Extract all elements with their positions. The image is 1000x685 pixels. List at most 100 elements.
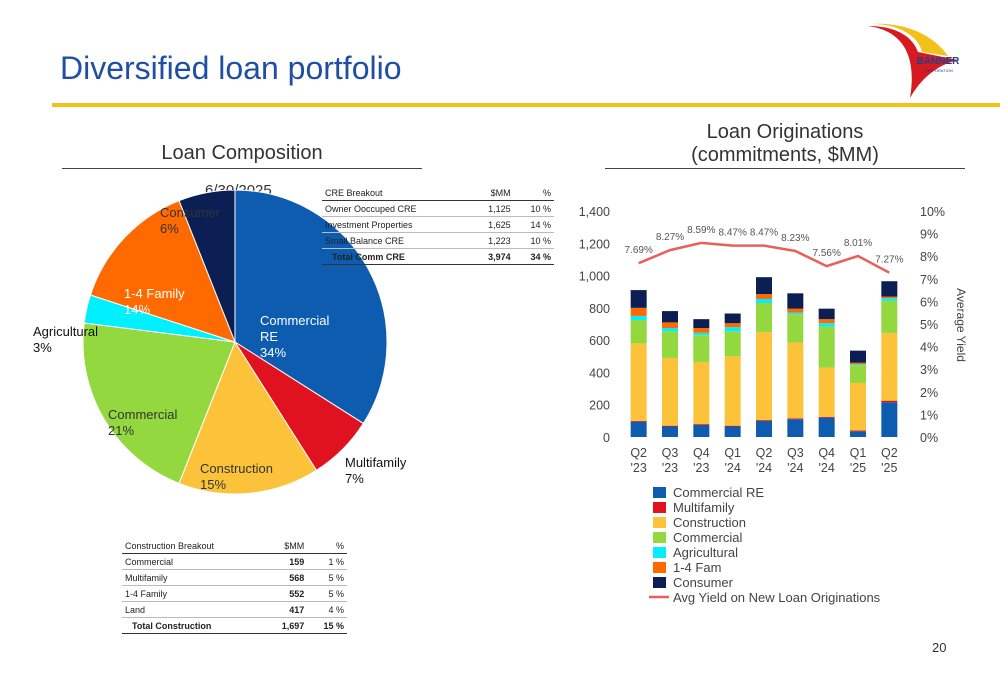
x-axis-tick-label: Q2 (756, 446, 773, 460)
bar-segment-consumer (787, 293, 804, 309)
bar-segment-commercial-re (881, 402, 898, 437)
bar-segment-construction (818, 367, 835, 417)
bar-segment-agricultural (787, 312, 804, 315)
row-pct: 14 % (513, 216, 554, 233)
x-axis-tick-label: Q3 (787, 446, 804, 460)
x-axis-tick-label: '23 (693, 461, 709, 475)
x-axis-tick-label: '24 (819, 461, 835, 475)
yield-data-label: 8.47% (750, 228, 778, 239)
bar-segment-construction (662, 357, 678, 426)
bar-segment-commercial (724, 331, 741, 357)
y2-axis-tick-label: 2% (920, 386, 938, 400)
logo-subtext: CORPORATION (923, 68, 953, 73)
row-pct: 10 % (513, 200, 554, 217)
bar-segment-multifamily (724, 425, 741, 427)
pie-slice-label-consumer: 6% (160, 221, 179, 236)
pie-slice-commercial (82, 322, 236, 484)
bar-segment-1-4-fam (662, 322, 678, 329)
y2-axis-tick-label: 7% (920, 273, 938, 287)
bar-segment-agricultural (693, 332, 710, 336)
pie-slice-label-commercial-re: RE (260, 329, 278, 344)
bar-segment-commercial-re (662, 426, 678, 437)
y2-axis-tick-label: 9% (920, 228, 938, 242)
x-axis-tick-label: '25 (850, 461, 866, 475)
row-mm: 552 (264, 585, 308, 602)
bar-segment-agricultural (850, 364, 866, 366)
table-row: Commercial 159 1 % (122, 553, 347, 570)
bar-segment-agricultural (724, 327, 741, 332)
row-pct: 5 % (307, 585, 347, 602)
bar-segment-1-4-fam (850, 362, 866, 365)
total-mm: 3,974 (470, 248, 514, 265)
table-header-row: CRE Breakout $MM % (322, 185, 554, 201)
bar-segment-consumer (818, 308, 835, 320)
pie-slice-consumer (178, 190, 236, 343)
x-axis-tick-label: '24 (756, 461, 772, 475)
loan-originations-chart: 0 200 400 600 800 1,000 1,200 1,400 0% 1% 2% 3% 4% 5%… (579, 205, 968, 605)
bar-segment-1-4-fam (693, 328, 710, 333)
x-axis-tick-label: Q3 (662, 446, 679, 460)
bar-segment-construction (787, 342, 804, 419)
bar-segment-agricultural (630, 315, 647, 320)
pie-slice-label-construction: Construction (200, 461, 273, 476)
bar-segment-consumer (850, 350, 866, 363)
avg-yield-line (638, 241, 890, 274)
x-axis-tick-label: Q1 (724, 446, 741, 460)
legend-swatch-agricultural (653, 547, 666, 558)
row-mm: 1,625 (470, 216, 514, 233)
yield-data-label: 7.56% (812, 248, 840, 259)
page-title: Diversified loan portfolio (60, 50, 402, 86)
row-mm: 159 (264, 553, 308, 570)
bar-segment-construction (630, 343, 647, 421)
total-pct: 15 % (307, 617, 347, 634)
bar-segment-commercial (630, 319, 647, 344)
x-axis-tick-label: '23 (631, 461, 647, 475)
loan-composition-rule (62, 168, 422, 169)
bar-segment-construction (756, 332, 772, 421)
yield-data-label: 7.27% (875, 255, 903, 266)
row-mm: 1,223 (470, 232, 514, 249)
bar-segment-construction (881, 332, 898, 401)
y-axis-tick-label: 600 (589, 334, 610, 348)
bar-segment-consumer (881, 281, 898, 297)
header-label: CRE Breakout (322, 185, 471, 201)
bar-segment-commercial (662, 331, 678, 358)
y2-axis-tick-label: 5% (920, 318, 938, 332)
page-number: 20 (932, 640, 947, 655)
pie-slice-label-multifamily: Multifamily (345, 455, 407, 470)
bar-segment-consumer (693, 319, 710, 329)
row-mm: 568 (264, 569, 308, 586)
header-pct: % (513, 185, 554, 201)
row-label: Land (122, 601, 265, 618)
row-label: Multifamily (122, 569, 265, 586)
bar-segment-consumer (630, 290, 647, 308)
y-axis-tick-label: 200 (589, 399, 610, 413)
bar-segment-consumer (724, 313, 741, 324)
bar-segment-commercial (881, 300, 898, 333)
legend-label-consumer: Consumer (673, 575, 734, 590)
yield-data-label: 8.01% (844, 238, 872, 249)
bar-segment-agricultural (756, 298, 772, 304)
yield-data-label: 7.69% (624, 245, 652, 256)
banner-logo: BANNER CORPORATION (868, 23, 960, 98)
legend-label-construction: Construction (673, 515, 746, 530)
pie-slice-label-commercial-re: Commercial (260, 313, 329, 328)
row-label: Owner Ooccuped CRE (322, 200, 471, 217)
legend-swatch-1-4-fam (653, 562, 666, 573)
bar-segment-construction (693, 361, 710, 425)
pie-slice-1-4-family (89, 200, 236, 343)
bar-segment-commercial-re (693, 424, 710, 437)
bar-segment-construction (724, 356, 741, 426)
legend-swatch-multifamily (653, 502, 666, 513)
total-pct: 34 % (513, 248, 554, 265)
row-pct: 10 % (513, 232, 554, 249)
x-axis-tick-label: Q2 (630, 446, 647, 460)
y2-axis-tick-label: 0% (920, 431, 938, 445)
legend-label-multifamily: Multifamily (673, 500, 735, 515)
pie-slice-label-1-4-family: 14% (124, 302, 150, 317)
logo-sail-icon (868, 26, 958, 98)
pie-slice-label-agricultural: 3% (33, 340, 52, 355)
bar-segment-multifamily (881, 400, 898, 403)
table-header-row: Construction Breakout $MM % (122, 538, 347, 554)
yield-data-label: 8.23% (781, 233, 809, 244)
